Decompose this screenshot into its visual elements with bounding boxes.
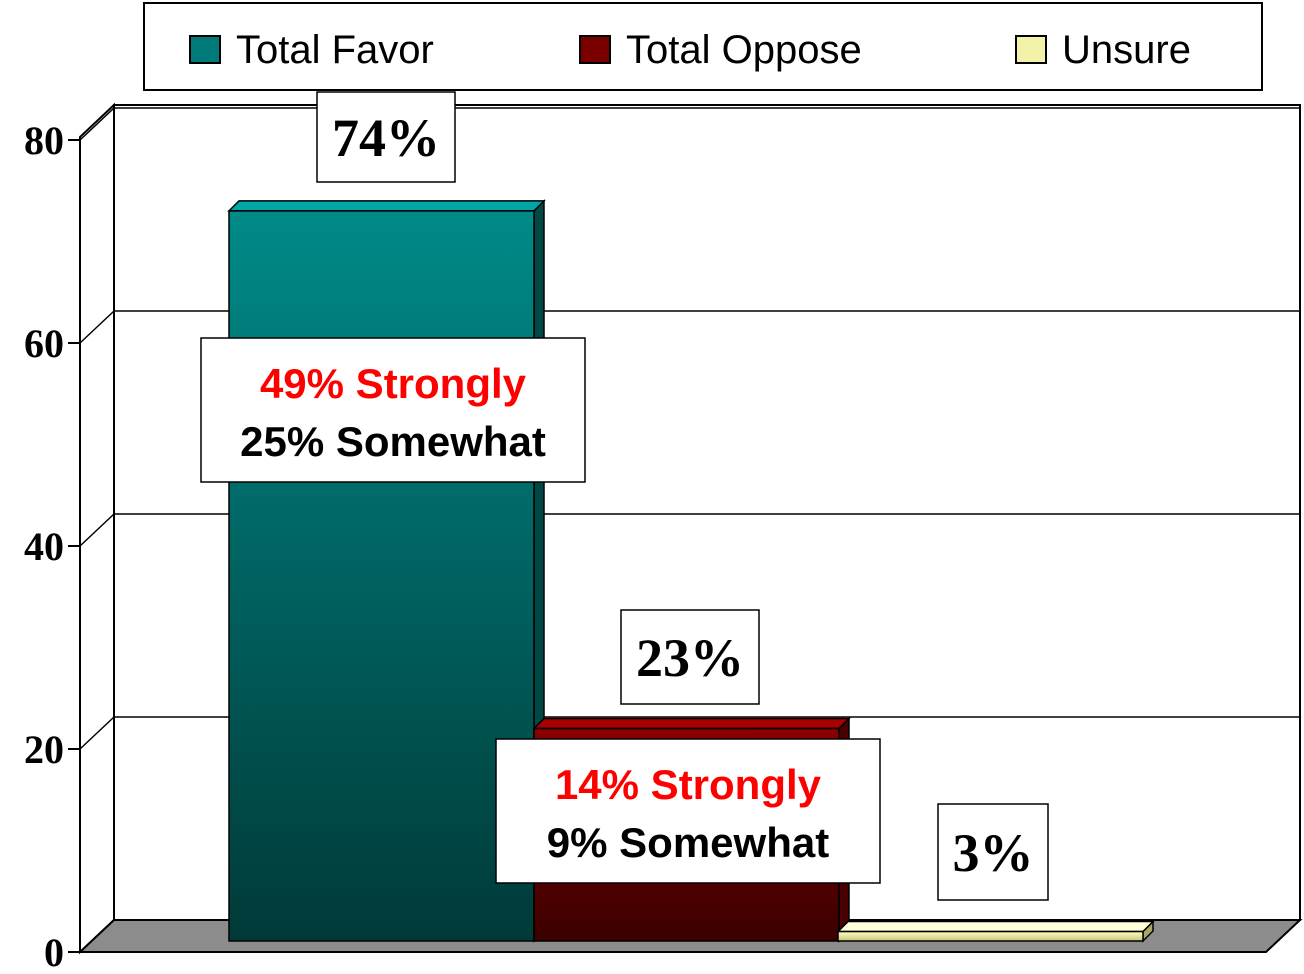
value-label-text: 3%	[953, 823, 1034, 883]
y-tick-label: 20	[24, 727, 64, 772]
callout-somewhat: 9% Somewhat	[547, 819, 829, 866]
data-labels: 74% 23% 3% 49% Strongly 25% Somewhat 14% Stro…	[200, 91, 1049, 901]
legend-box	[143, 2, 1263, 91]
legend-swatch-total-oppose	[579, 35, 611, 64]
callout-strongly: 14% Strongly	[555, 761, 822, 808]
legend: Total Favor Total Oppose Unsure	[143, 2, 1263, 91]
value-label: 3%	[937, 803, 1049, 901]
gridline-side	[79, 716, 115, 750]
gridline-side	[79, 513, 115, 547]
value-label-text: 74%	[332, 108, 440, 168]
bar-top	[227, 200, 546, 212]
y-tick-label: 40	[24, 524, 64, 569]
legend-swatch-total-favor	[189, 35, 221, 64]
callout-box	[495, 738, 881, 884]
value-label: 23%	[620, 609, 760, 705]
callout-somewhat: 25% Somewhat	[240, 418, 546, 465]
y-tick-label: 0	[44, 930, 64, 974]
value-label-text: 23%	[636, 628, 744, 688]
y-axis: 0 20 40 60 80	[24, 118, 80, 974]
value-label-box	[620, 609, 760, 705]
y-tick-label: 60	[24, 321, 64, 366]
bar-front	[837, 930, 1144, 942]
callout-box	[200, 337, 586, 483]
breakdown-callout: 49% Strongly 25% Somewhat	[200, 337, 586, 483]
left-wall	[79, 102, 115, 955]
legend-swatch-unsure	[1015, 35, 1047, 64]
gridline-side	[79, 310, 115, 344]
y-tick-label: 80	[24, 118, 64, 163]
value-label-box	[316, 91, 456, 183]
bar-top	[836, 920, 1155, 933]
value-label-box	[937, 803, 1049, 901]
callout-strongly: 49% Strongly	[260, 360, 527, 407]
bar-unsure	[836, 919, 1155, 943]
bar-total-favor	[227, 199, 546, 943]
bar-front	[228, 210, 535, 942]
legend-label-unsure: Unsure	[1062, 28, 1191, 72]
value-label: 74%	[316, 91, 456, 183]
gridline-side	[79, 107, 115, 141]
legend-label-total-oppose: Total Oppose	[626, 28, 862, 72]
legend-label-total-favor: Total Favor	[236, 28, 434, 72]
bar-top	[532, 717, 851, 730]
breakdown-callout: 14% Strongly 9% Somewhat	[495, 738, 881, 884]
